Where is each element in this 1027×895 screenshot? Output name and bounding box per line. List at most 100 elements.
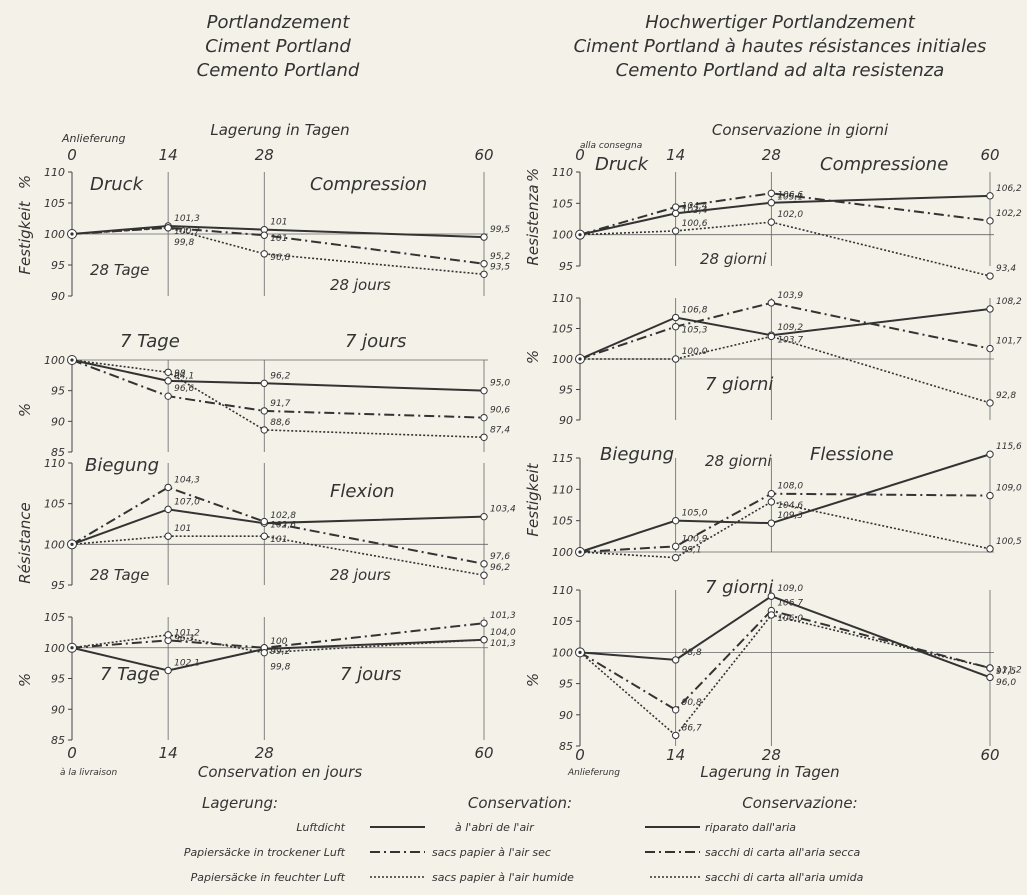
data-label: 90,8: [682, 698, 702, 708]
data-label: 99,8: [270, 663, 290, 673]
y-tick-label: 110: [44, 457, 65, 470]
data-point: [164, 532, 172, 540]
data-point: [767, 218, 776, 226]
data-point: [767, 519, 776, 527]
series-line-solid: [579, 194, 991, 236]
x-tick-label: 28: [255, 744, 274, 762]
origin-dot: [578, 233, 582, 237]
right-top-axis-start: alla consegna: [580, 141, 642, 151]
panel-title: Biegung: [85, 455, 159, 476]
y-tick-label: 110: [552, 292, 573, 305]
legend-row1-fr: à l'abri de l'air: [455, 821, 535, 834]
legend-row3-it: sacchi di carta all'aria umida: [705, 871, 864, 884]
data-label: 102,6: [270, 521, 296, 531]
y-tick-label: 105: [44, 611, 65, 624]
data-label: 108,2: [996, 297, 1022, 307]
data-label: 99,5: [490, 225, 510, 235]
data-point: [480, 433, 488, 441]
y-tick-label: 100: [44, 642, 65, 655]
data-label: 95,0: [490, 379, 510, 389]
y-tick-label: 85: [51, 446, 65, 459]
data-label: 109,3: [777, 511, 803, 521]
data-point: [986, 399, 994, 407]
panel-title: Druck: [595, 154, 650, 175]
panel-title: 7 giorni: [705, 577, 773, 598]
x-tick-label: 14: [159, 744, 178, 762]
left-header-line-2: Ciment Portland: [205, 36, 351, 57]
series-line-dotted: [580, 335, 991, 404]
left-bottom-axis-start: à la livraison: [60, 768, 117, 778]
data-point: [260, 231, 268, 239]
data-label: 97,6: [490, 552, 510, 562]
data-label: 104,3: [174, 475, 200, 485]
data-point: [164, 505, 172, 514]
data-label: 96,2: [490, 563, 510, 573]
data-point: [480, 619, 488, 627]
series-line-dashdot: [71, 359, 485, 419]
origin-dot: [578, 550, 582, 554]
data-label: 111,2: [996, 665, 1022, 675]
panel-note-secondary: 28 jours: [330, 276, 391, 294]
data-point: [986, 545, 994, 553]
y-tick-label: 110: [44, 166, 65, 179]
data-label: 96,3: [174, 634, 194, 644]
data-point: [480, 571, 488, 579]
series-line-dotted: [71, 359, 485, 439]
left-header-line-3: Cemento Portland: [197, 60, 360, 81]
x-tick-label: 60: [980, 746, 999, 764]
left-header-line-1: Portlandzement: [207, 12, 351, 33]
panel-R4: 85 90 95 100 105 110 0 14 28 60 98,8 90,8 86,7 109,0 1…: [552, 577, 1022, 764]
y-tick-label: 100: [44, 228, 65, 241]
x-tick-label: 28: [255, 146, 274, 164]
right-lower-ylabel: Festigkeit: [524, 462, 542, 536]
data-label: 101: [174, 524, 191, 534]
left-upper-unit: %: [16, 175, 34, 189]
right-upper-ylabel: Resistenza: [524, 184, 542, 265]
x-tick-label: 0: [575, 746, 585, 764]
panel-note: 28 giorni: [700, 250, 767, 268]
panel-title-secondary: 7 jours: [345, 331, 406, 352]
data-point: [986, 664, 994, 672]
legend-row2-fr: sacs papier à l'air sec: [432, 846, 551, 859]
data-point: [480, 413, 488, 422]
data-point: [767, 498, 776, 506]
data-label: 101,3: [490, 639, 516, 649]
data-label: 86,7: [682, 723, 702, 733]
data-label: 101,3: [174, 214, 200, 224]
y-tick-label: 90: [51, 703, 65, 716]
data-point: [260, 648, 268, 657]
data-label: 102,0: [777, 210, 803, 220]
data-point: [260, 407, 268, 415]
data-point: [671, 203, 680, 211]
data-point: [767, 490, 776, 498]
data-point: [164, 224, 172, 232]
data-label: 90,6: [490, 406, 510, 416]
data-point: [767, 611, 776, 619]
data-point: [671, 313, 680, 322]
data-label: 103,9: [777, 291, 803, 301]
data-label: 104,6: [777, 501, 803, 511]
data-label: 101: [270, 234, 287, 244]
x-tick-label: 60: [474, 146, 493, 164]
data-label: 101,7: [996, 337, 1022, 347]
data-label: 105,3: [682, 326, 708, 336]
data-point: [986, 344, 994, 353]
left-mid-unit: %: [16, 403, 34, 417]
data-label: 98,8: [682, 648, 702, 658]
left-bottom-axis-title: Conservation en jours: [198, 763, 362, 781]
legend-title-fr: Conservation:: [468, 794, 572, 812]
data-label: 96,8: [270, 253, 290, 263]
data-point: [480, 386, 488, 395]
y-tick-label: 110: [552, 483, 573, 496]
data-point: [260, 426, 268, 434]
y-tick-label: 105: [552, 515, 573, 528]
data-label: 106,6: [777, 191, 803, 201]
data-point: [671, 516, 680, 525]
data-label: 95,2: [490, 252, 510, 262]
data-point: [164, 666, 172, 675]
data-label: 96,6: [174, 384, 194, 394]
data-label: 101,2: [174, 628, 200, 638]
